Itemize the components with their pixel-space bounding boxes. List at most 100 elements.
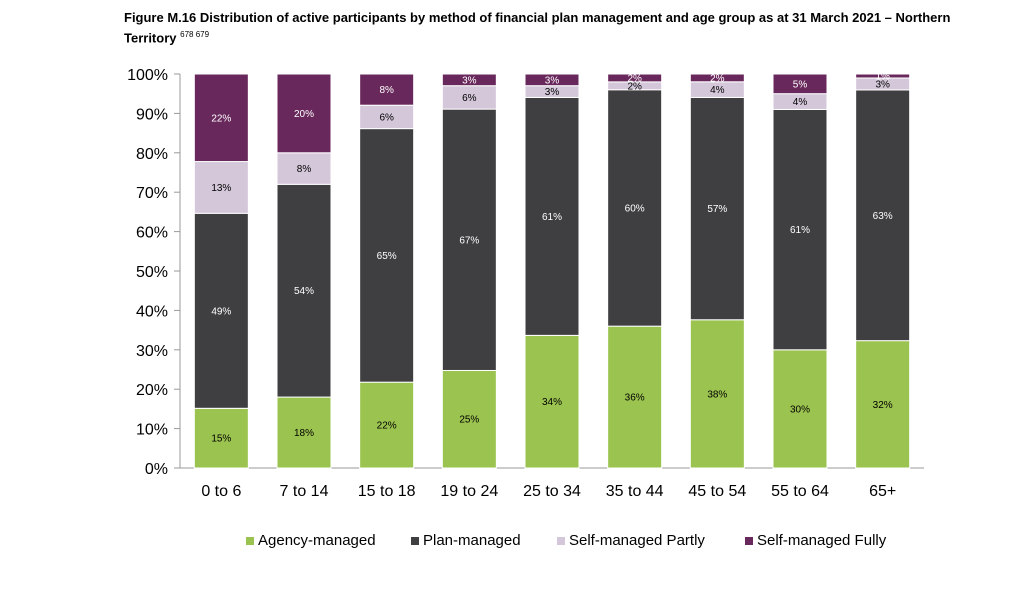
legend-swatch bbox=[411, 537, 419, 545]
legend-label: Self-managed Fully bbox=[757, 532, 887, 549]
x-tick-label: 55 to 64 bbox=[771, 483, 829, 500]
x-tick-label: 25 to 34 bbox=[523, 483, 581, 500]
y-tick-label: 70% bbox=[136, 185, 168, 202]
data-label-agency-managed: 25% bbox=[459, 415, 479, 426]
y-tick-label: 60% bbox=[136, 225, 168, 242]
bar-stack-55-to-64: 30% 61% 4% 5% bbox=[772, 73, 828, 469]
y-tick-label: 10% bbox=[136, 422, 168, 439]
data-label-self-managed-fully: 8% bbox=[379, 85, 394, 96]
legend-item-self-managed-partly: Self-managed Partly bbox=[557, 532, 705, 549]
legend: Agency-managed Plan-managed Self-managed P… bbox=[246, 532, 887, 549]
bar-segment-self-managed-fully bbox=[524, 73, 580, 87]
bar-segment-self-managed-fully bbox=[855, 73, 911, 79]
data-label-self-managed-partly: 6% bbox=[462, 93, 477, 104]
bar-segment-self-managed-fully bbox=[689, 73, 745, 83]
bar-segment-plan-managed bbox=[855, 89, 911, 342]
bar-segment-self-managed-fully bbox=[193, 73, 249, 163]
bar-segment-agency-managed bbox=[524, 334, 580, 469]
x-tick-label: 15 to 18 bbox=[358, 483, 416, 500]
data-label-plan-managed: 65% bbox=[377, 251, 397, 262]
data-label-agency-managed: 36% bbox=[625, 393, 645, 404]
footnote-refs: 678 679 bbox=[180, 30, 210, 39]
bar-stack-0-to-6: 15% 49% 13% 22% bbox=[193, 73, 249, 469]
legend-item-self-managed-fully: Self-managed Fully bbox=[745, 532, 887, 549]
data-label-self-managed-fully: 3% bbox=[545, 75, 560, 86]
data-label-self-managed-fully: 22% bbox=[211, 113, 231, 124]
bar-segment-self-managed-fully bbox=[441, 73, 497, 87]
bar-segment-plan-managed bbox=[689, 96, 745, 321]
data-label-plan-managed: 60% bbox=[625, 203, 645, 214]
data-label-plan-managed: 67% bbox=[459, 235, 479, 246]
bar-segment-self-managed-fully bbox=[359, 73, 415, 106]
y-tick-label: 100% bbox=[127, 67, 168, 84]
bar-segment-agency-managed bbox=[359, 381, 415, 469]
bar-stack-7-to-14: 18% 54% 8% 20% bbox=[276, 73, 332, 469]
legend-swatch bbox=[557, 537, 565, 545]
data-label-self-managed-fully: 2% bbox=[627, 73, 642, 84]
data-label-self-managed-partly: 13% bbox=[211, 183, 231, 194]
bar-stack-15-to-18: 22% 65% 6% 8% bbox=[359, 73, 415, 469]
data-label-agency-managed: 15% bbox=[211, 434, 231, 445]
x-tick-label: 35 to 44 bbox=[606, 483, 664, 500]
data-label-self-managed-fully: 2% bbox=[710, 73, 725, 84]
figure-title: Figure M.16 Distribution of active parti… bbox=[124, 9, 1004, 46]
y-tick-label: 50% bbox=[136, 264, 168, 281]
bar-segment-agency-managed bbox=[607, 325, 663, 469]
data-label-self-managed-partly: 4% bbox=[793, 97, 808, 108]
data-label-plan-managed: 57% bbox=[707, 204, 727, 215]
data-label-plan-managed: 54% bbox=[294, 286, 314, 297]
legend-label: Self-managed Partly bbox=[569, 532, 705, 549]
y-tick-label: 90% bbox=[136, 106, 168, 123]
bar-segment-self-managed-fully bbox=[772, 73, 828, 95]
bar-stack-65: 32% 63% 3%1% bbox=[855, 71, 911, 469]
x-tick-label: 45 to 54 bbox=[688, 483, 746, 500]
data-label-plan-managed: 63% bbox=[873, 211, 893, 222]
data-label-self-managed-partly: 2% bbox=[627, 81, 642, 92]
x-axis: 0 to 6 7 to 14 15 to 18 19 to 24 25 to 34 35 … bbox=[180, 467, 924, 500]
data-label-plan-managed: 61% bbox=[542, 212, 562, 223]
bar-segment-agency-managed bbox=[193, 407, 249, 469]
bar-segment-self-managed-partly bbox=[276, 152, 332, 185]
x-tick-label: 0 to 6 bbox=[201, 483, 241, 500]
legend-swatch bbox=[745, 537, 753, 545]
data-label-plan-managed: 49% bbox=[211, 306, 231, 317]
data-label-self-managed-fully: 20% bbox=[294, 109, 314, 120]
bar-segment-plan-managed bbox=[441, 108, 497, 371]
bar-segment-self-managed-fully bbox=[276, 73, 332, 154]
data-label-self-managed-partly: 3% bbox=[875, 79, 890, 90]
bar-segment-agency-managed bbox=[689, 319, 745, 469]
y-tick-label: 80% bbox=[136, 146, 168, 163]
bar-segment-plan-managed bbox=[359, 128, 415, 383]
bar-stack-25-to-34: 34% 61% 3%3% bbox=[524, 73, 580, 469]
data-label-agency-managed: 34% bbox=[542, 397, 562, 408]
data-label-self-managed-partly: 3% bbox=[545, 87, 560, 98]
y-tick-label: 0% bbox=[145, 461, 168, 478]
data-label-agency-managed: 22% bbox=[377, 421, 397, 432]
legend-swatch bbox=[246, 537, 254, 545]
bar-segment-self-managed-fully bbox=[607, 73, 663, 83]
y-tick-label: 20% bbox=[136, 382, 168, 399]
x-tick-label: 19 to 24 bbox=[440, 483, 498, 500]
legend-item-agency-managed: Agency-managed bbox=[246, 532, 376, 549]
bar-segment-plan-managed bbox=[772, 108, 828, 351]
data-label-self-managed-fully: 5% bbox=[793, 79, 808, 90]
data-label-agency-managed: 38% bbox=[707, 389, 727, 400]
bar-segment-self-managed-partly bbox=[193, 161, 249, 214]
data-label-self-managed-fully: 3% bbox=[462, 75, 477, 86]
data-label-self-managed-fully: 1% bbox=[875, 71, 890, 82]
bar-stack-35-to-44: 36% 60% 2%2% bbox=[607, 73, 663, 469]
y-tick-label: 40% bbox=[136, 303, 168, 320]
legend-label: Plan-managed bbox=[423, 532, 521, 549]
legend-item-plan-managed: Plan-managed bbox=[411, 532, 521, 549]
data-label-self-managed-partly: 8% bbox=[297, 164, 312, 175]
x-tick-label: 65+ bbox=[869, 483, 896, 500]
bar-stacks: 15% 49% 13% 22% 18% 54% 8% 20% 22% 65% 6% 8% 25% 67% 6… bbox=[193, 71, 911, 469]
legend-label: Agency-managed bbox=[258, 532, 376, 549]
data-label-plan-managed: 61% bbox=[790, 225, 810, 236]
x-tick-label: 7 to 14 bbox=[280, 483, 329, 500]
bar-stack-19-to-24: 25% 67% 6% 3% bbox=[441, 73, 497, 469]
data-label-self-managed-partly: 4% bbox=[710, 85, 725, 96]
data-label-agency-managed: 18% bbox=[294, 428, 314, 439]
data-label-self-managed-partly: 6% bbox=[379, 112, 394, 123]
